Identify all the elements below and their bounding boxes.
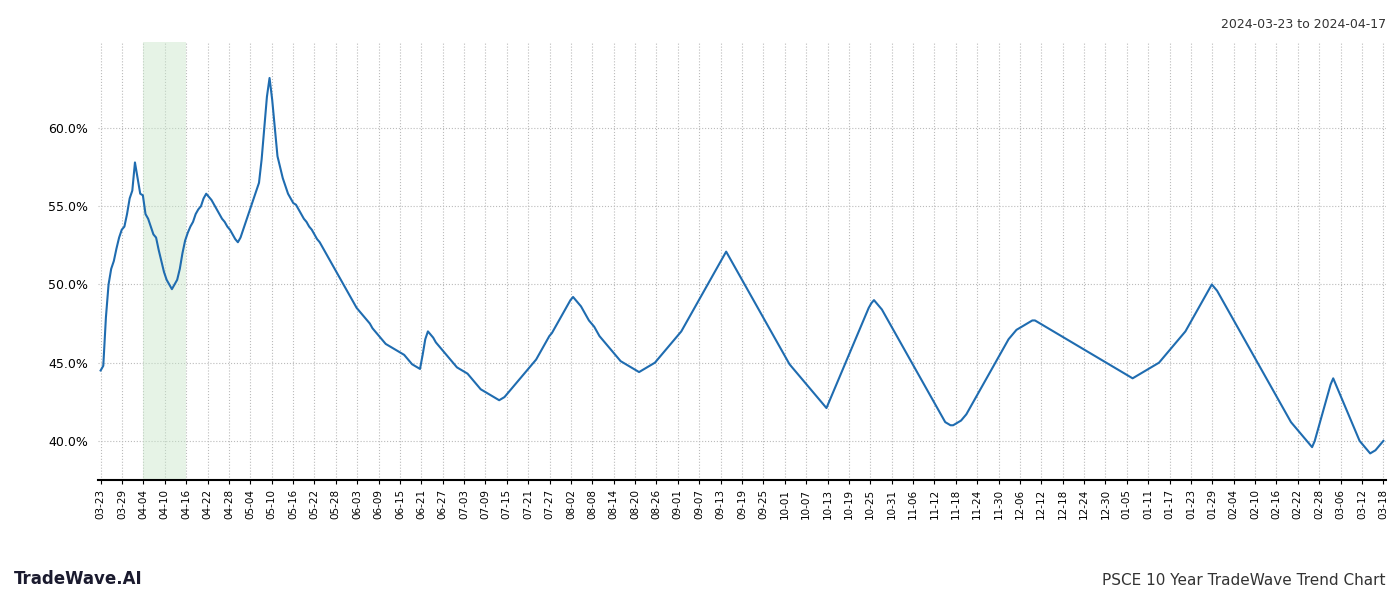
Bar	[143, 42, 186, 480]
Text: PSCE 10 Year TradeWave Trend Chart: PSCE 10 Year TradeWave Trend Chart	[1103, 573, 1386, 588]
Text: TradeWave.AI: TradeWave.AI	[14, 570, 143, 588]
Text: 2024-03-23 to 2024-04-17: 2024-03-23 to 2024-04-17	[1221, 18, 1386, 31]
